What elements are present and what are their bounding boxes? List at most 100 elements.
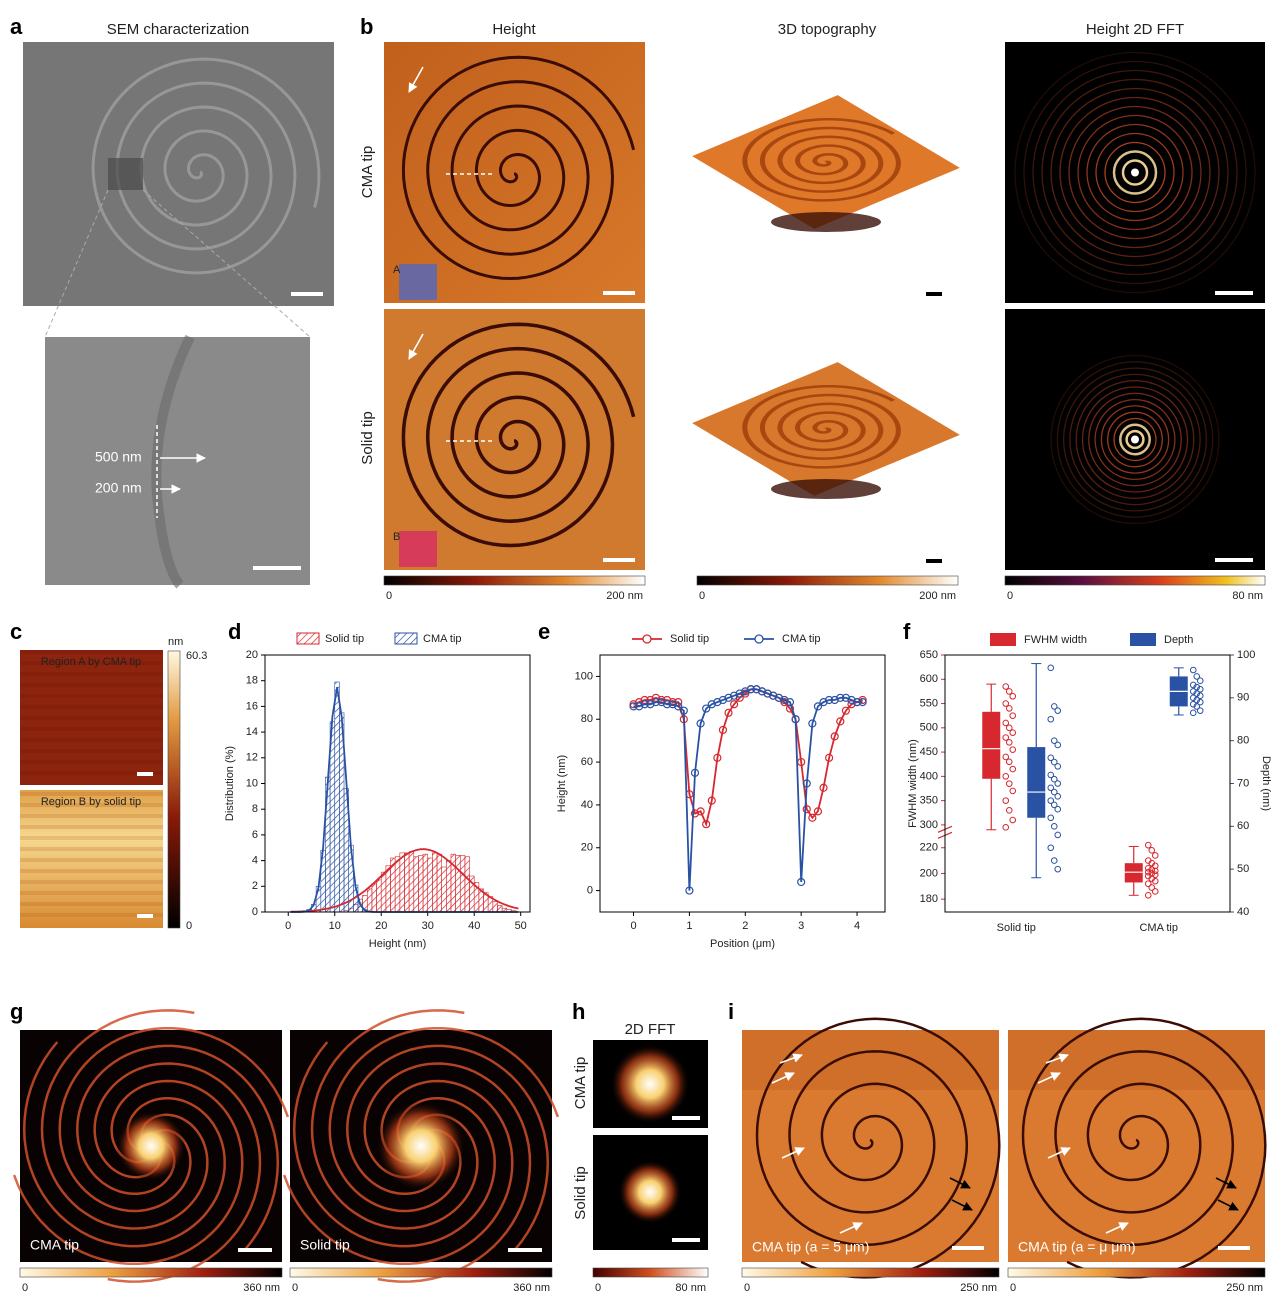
texture bbox=[20, 880, 163, 884]
legend-marker bbox=[755, 635, 763, 643]
page: { "panels": { "a": {"label": "a", "title… bbox=[0, 0, 1276, 1293]
data-point bbox=[1006, 781, 1012, 787]
data-point bbox=[1190, 667, 1196, 673]
scale-bar bbox=[137, 914, 153, 918]
row-label: CMA tip bbox=[572, 1057, 589, 1110]
data-point bbox=[1010, 788, 1016, 794]
surface-base bbox=[771, 479, 881, 499]
data-point bbox=[1048, 815, 1054, 821]
row-label: Solid tip bbox=[572, 1166, 589, 1219]
colorbar-label: 360 nm bbox=[513, 1282, 550, 1293]
region-label: A bbox=[393, 264, 401, 276]
histogram-bar bbox=[442, 867, 447, 912]
shade bbox=[1008, 1030, 1265, 1090]
data-point bbox=[1048, 845, 1054, 851]
panel-label: b bbox=[360, 14, 373, 39]
zoom-region bbox=[108, 158, 143, 190]
data-point bbox=[1197, 708, 1203, 714]
y-tick-label: 70 bbox=[1237, 777, 1249, 789]
scale-bar bbox=[926, 559, 942, 563]
y-tick-label: 40 bbox=[1237, 906, 1249, 918]
data-point bbox=[1055, 764, 1061, 770]
legend-swatch bbox=[297, 633, 319, 644]
colorbar-label: 0 bbox=[22, 1282, 28, 1293]
colorbar-label: 0 bbox=[386, 590, 392, 602]
fft-center bbox=[1131, 169, 1139, 177]
data-point bbox=[1006, 808, 1012, 814]
legend-label: Depth bbox=[1164, 634, 1193, 646]
texture bbox=[20, 869, 163, 873]
histogram-bar bbox=[400, 853, 405, 912]
y-tick-label: 16 bbox=[246, 700, 258, 712]
box bbox=[1027, 747, 1045, 818]
annotation: 500 nm bbox=[95, 449, 142, 465]
y-tick-label: 18 bbox=[246, 675, 258, 687]
x-axis-label: Height (nm) bbox=[369, 938, 426, 950]
region-box bbox=[399, 264, 437, 300]
line bbox=[634, 689, 863, 824]
colorbar-label: 60.3 bbox=[186, 650, 207, 662]
data-point bbox=[1152, 889, 1158, 895]
y-tick-label: 90 bbox=[1237, 692, 1249, 704]
data-point bbox=[1055, 708, 1061, 714]
image-caption: CMA tip (a = 5 μm) bbox=[752, 1239, 869, 1255]
x-tick-label: 40 bbox=[468, 920, 480, 932]
scale-bar bbox=[253, 566, 301, 570]
x-tick-label: 4 bbox=[854, 920, 860, 932]
y-tick-label: 80 bbox=[581, 713, 593, 725]
data-point bbox=[1055, 806, 1061, 812]
colorbar-label: 0 bbox=[744, 1282, 750, 1293]
texture bbox=[20, 825, 163, 829]
panel-title: SEM characterization bbox=[107, 21, 250, 38]
column-title: Height bbox=[492, 21, 536, 38]
legend-swatch bbox=[1130, 633, 1156, 646]
texture bbox=[20, 749, 163, 753]
region-label: B bbox=[393, 531, 400, 543]
y-tick-label: 60 bbox=[581, 756, 593, 768]
histogram-bar bbox=[414, 857, 419, 912]
y-tick-label: 220 bbox=[920, 842, 938, 854]
scale-bar bbox=[926, 292, 942, 296]
histogram-bar bbox=[428, 858, 433, 912]
scale-bar bbox=[1215, 558, 1253, 562]
data-point bbox=[1055, 781, 1061, 787]
histogram-bar bbox=[377, 880, 382, 912]
x-axis-label: Position (μm) bbox=[710, 938, 775, 950]
fft-center bbox=[1131, 436, 1139, 444]
panel-label: f bbox=[903, 619, 911, 644]
data-point bbox=[1010, 713, 1016, 719]
colorbar-label: 80 nm bbox=[675, 1282, 706, 1293]
column-title: Height 2D FFT bbox=[1086, 21, 1184, 38]
scale-bar bbox=[1215, 291, 1253, 295]
colorbar-label: 360 nm bbox=[243, 1282, 280, 1293]
box bbox=[982, 712, 1000, 779]
topography-3d bbox=[692, 95, 960, 229]
x-tick-label: 20 bbox=[375, 920, 387, 932]
shade bbox=[742, 1030, 999, 1090]
scale-bar bbox=[1218, 1246, 1250, 1250]
scale-bar bbox=[238, 1248, 272, 1252]
data-point bbox=[1010, 747, 1016, 753]
data-point bbox=[1006, 706, 1012, 712]
colorbar-label: 0 bbox=[1010, 1282, 1016, 1293]
histogram-bar bbox=[381, 872, 386, 912]
data-point bbox=[1145, 892, 1151, 898]
y-tick-label: 14 bbox=[246, 726, 258, 738]
texture bbox=[20, 650, 163, 654]
data-point bbox=[1051, 858, 1057, 864]
colorbar-label: 200 nm bbox=[919, 590, 956, 602]
data-point bbox=[1145, 842, 1151, 848]
data-point bbox=[1003, 798, 1009, 804]
texture bbox=[20, 716, 163, 720]
legend-label: Solid tip bbox=[325, 633, 364, 645]
histogram-bar bbox=[432, 853, 437, 912]
colorbar-label: 0 bbox=[1007, 590, 1013, 602]
histogram-bar bbox=[367, 889, 372, 912]
x-tick-label: Solid tip bbox=[997, 922, 1036, 934]
image-caption: Region A by CMA tip bbox=[41, 656, 141, 668]
legend-label: CMA tip bbox=[782, 633, 821, 645]
scale-bar bbox=[137, 772, 153, 776]
legend-label: Solid tip bbox=[670, 633, 709, 645]
colorbar-label: 0 bbox=[292, 1282, 298, 1293]
panel-label: g bbox=[10, 999, 23, 1024]
